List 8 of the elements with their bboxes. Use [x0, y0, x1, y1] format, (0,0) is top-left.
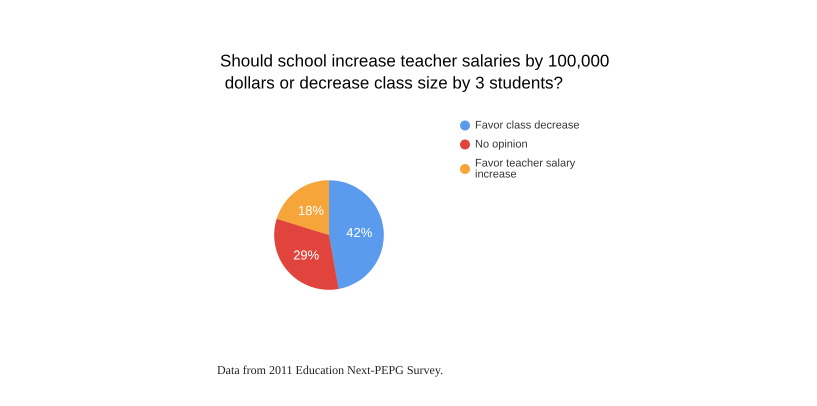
data-label: 42% — [346, 224, 373, 240]
legend-label: No opinion — [475, 138, 528, 150]
text: Data from 2011 Education Next-PEPG Survey. — [217, 363, 444, 377]
data-label: 29% — [293, 248, 320, 263]
legend-label: Favor teacher salary increase — [475, 158, 578, 180]
legend-label: Favor class decrease — [475, 120, 580, 132]
data-label: 18% — [298, 203, 324, 218]
chart-title: Should school increase teacher salaries by 100,000 dollars or decrease class size by 3 students? — [220, 52, 610, 92]
